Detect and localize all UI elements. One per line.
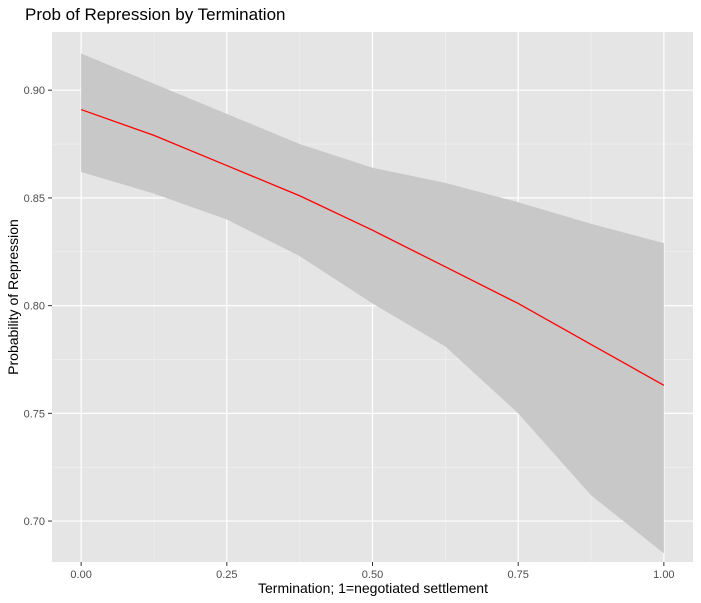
series-line-layer xyxy=(80,108,665,386)
confidence-band xyxy=(81,53,664,554)
y-tick-labels: 0.70 0.75 0.80 0.85 0.90 xyxy=(24,85,45,528)
chart-title: Prob of Repression by Termination xyxy=(25,5,286,24)
axis-ticks xyxy=(48,89,665,566)
x-tick-label: 0.25 xyxy=(216,569,237,581)
x-tick-label: 0.50 xyxy=(362,569,383,581)
y-tick-label: 0.75 xyxy=(24,408,45,420)
y-tick-label: 0.80 xyxy=(24,301,45,313)
x-tick-labels: 0.00 0.25 0.50 0.75 1.00 xyxy=(70,569,674,581)
fitted-line xyxy=(80,108,665,386)
x-tick-label: 1.00 xyxy=(653,569,674,581)
y-tick-label: 0.85 xyxy=(24,193,45,205)
x-axis-title: Termination; 1=negotiated settlement xyxy=(258,580,488,596)
x-tick-label: 0.75 xyxy=(507,569,528,581)
y-tick-label: 0.90 xyxy=(24,85,45,97)
confidence-band-layer xyxy=(81,53,664,554)
y-axis-title: Probability of Repression xyxy=(5,219,21,375)
y-tick-label: 0.70 xyxy=(24,516,45,528)
x-tick-label: 0.00 xyxy=(70,569,91,581)
